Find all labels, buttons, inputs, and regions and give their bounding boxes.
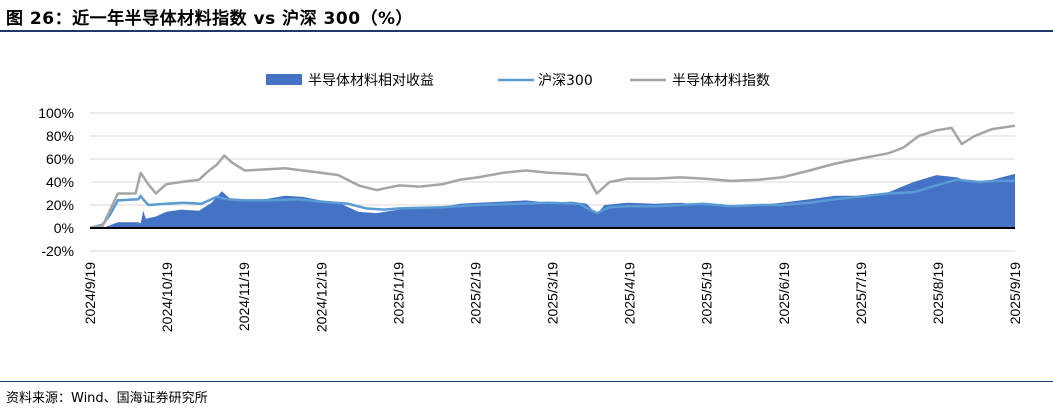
chart-title: 图 26：近一年半导体材料指数 vs 沪深 300（%） — [6, 9, 414, 29]
legend: 半导体材料相对收益 沪深300 半导体材料指数 — [266, 73, 770, 89]
x-tick-label: 2025/5/19 — [699, 262, 715, 324]
plot-area — [89, 124, 1016, 230]
x-tick-label: 2024/10/19 — [159, 262, 175, 332]
y-axis-tick-labels: -20% 0% 20% 40% 60% 80% 100% — [38, 105, 74, 259]
x-tick-label: 2024/11/19 — [236, 262, 252, 331]
x-tick-label: 2024/12/19 — [313, 262, 329, 332]
x-tick-label: 2025/3/19 — [545, 262, 561, 324]
legend-swatch-area — [266, 74, 302, 85]
y-tick-label: 80% — [46, 128, 74, 144]
source-rule — [0, 381, 1053, 382]
title-rule — [0, 30, 1053, 32]
y-tick-label: 60% — [46, 151, 74, 167]
legend-label: 半导体材料指数 — [672, 73, 770, 89]
x-tick-label: 2025/1/19 — [390, 262, 406, 324]
series-area-relative-return — [90, 173, 1015, 228]
y-tick-label: 0% — [54, 220, 74, 236]
x-tick-label: 2024/9/19 — [82, 262, 98, 324]
chart: -20% 0% 20% 40% 60% 80% 100% 2024/9/19 2024/10/… — [38, 73, 1023, 332]
source-note: 资料来源：Wind、国海证券研究所 — [6, 391, 208, 406]
gridlines — [90, 112, 1015, 252]
legend-label: 沪深300 — [538, 73, 593, 89]
legend-label: 半导体材料相对收益 — [308, 73, 434, 89]
x-tick-label: 2025/2/19 — [467, 262, 483, 324]
y-tick-label: 100% — [38, 105, 74, 121]
x-tick-label: 2025/4/19 — [622, 262, 638, 324]
y-tick-label: 20% — [46, 197, 74, 213]
x-tick-label: 2025/7/19 — [853, 262, 869, 324]
x-tick-label: 2025/8/19 — [930, 262, 946, 324]
y-tick-label: -20% — [41, 243, 74, 259]
x-tick-label: 2025/6/19 — [776, 262, 792, 324]
x-axis-tick-labels: 2024/9/19 2024/10/19 2024/11/19 2024/12/19 2… — [82, 262, 1023, 332]
series-line-csi300 — [89, 178, 1015, 230]
y-tick-label: 40% — [46, 174, 74, 190]
series-line-semiconductor-index — [89, 124, 1016, 230]
x-tick-label: 2025/9/19 — [1007, 262, 1023, 324]
